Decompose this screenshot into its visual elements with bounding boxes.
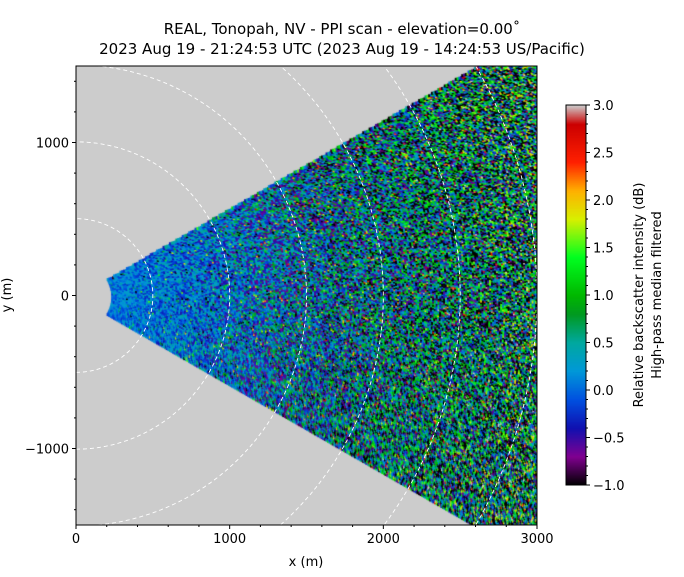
colorbar-tick-label: −0.5 [593,432,625,447]
range-ring [76,141,231,450]
colorbar-tick-label: 3.0 [593,99,614,114]
y-tick-label: 1000 [36,137,69,152]
colorbar-tick-label: 0.0 [593,384,614,399]
range-rings [76,65,538,526]
colorbar-tick-label: 2.0 [593,194,614,209]
colorbar-tick-label: 1.0 [593,289,614,304]
chart-subtitle: 2023 Aug 19 - 21:24:53 UTC (2023 Aug 19 … [99,40,585,58]
colorbar-tick-label: 2.5 [593,147,614,162]
x-axis-label: x (m) [289,555,324,570]
y-tick-label: 0 [61,290,69,305]
plot-frame [75,65,538,526]
colorbar-frame [565,104,587,486]
x-tick-label: 3000 [520,532,553,547]
colorbar-tick-label: 1.5 [593,242,614,257]
range-ring [98,65,307,526]
x-tick-label: 2000 [367,532,400,547]
colorbar-label-line1: Relative backscatter intensity (dB) [632,183,647,408]
range-ring [280,65,384,526]
x-tick-label: 1000 [213,532,246,547]
x-tick-label: 0 [72,532,80,547]
chart-title: REAL, Tonopah, NV - PPI scan - elevation… [163,20,521,38]
range-ring [384,66,461,525]
y-axis-label: y (m) [0,278,15,313]
range-ring [475,66,538,525]
colorbar-label-line2: High-pass median filtered [650,211,665,379]
colorbar [566,105,586,485]
colorbar-tick-label: −1.0 [593,479,625,494]
colorbar-tick-label: 0.5 [593,337,614,352]
y-tick-label: −1000 [25,443,69,458]
range-ring [76,218,154,373]
